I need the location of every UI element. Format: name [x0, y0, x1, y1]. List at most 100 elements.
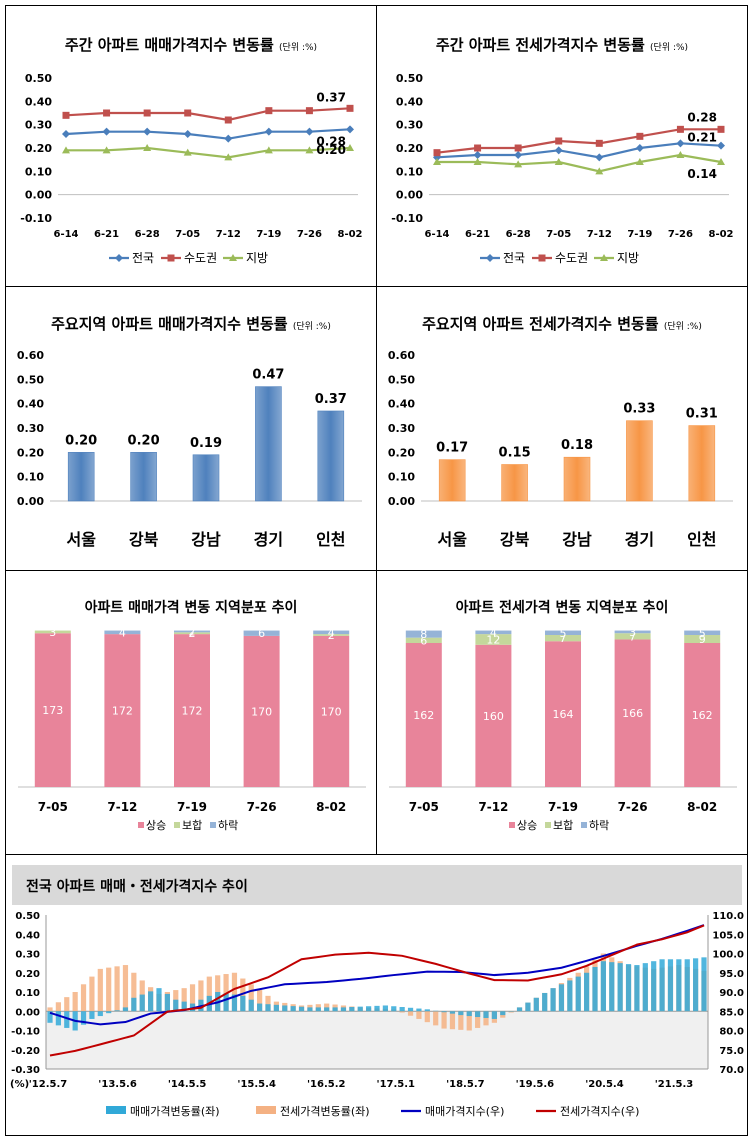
bar — [114, 1010, 120, 1012]
stacked-bar-segment — [174, 630, 210, 633]
bar — [407, 1007, 414, 1012]
bar — [332, 1007, 338, 1012]
y-tick-label: -0.10 — [391, 212, 423, 225]
legend-swatch — [106, 1106, 126, 1114]
bar — [139, 994, 145, 1012]
regional-jeonse-chart: 0.00 0.10 0.20 0.30 0.40 0.50 0.60 0.17 서울 0.15 강북… — [388, 349, 733, 549]
weekly-sale-chart: -0.10 0.00 0.10 0.20 0.30 0.40 0.50 6-14 6-21 6-2… — [20, 72, 362, 265]
legend-label: 지방 — [246, 251, 268, 265]
stacked-bar-segment — [313, 634, 350, 636]
y-tick-label-left: 0.30 — [15, 950, 40, 961]
bar — [315, 1007, 321, 1012]
x-tick-label: '16.5.2 — [307, 1079, 346, 1090]
bar — [231, 972, 238, 1012]
bar — [80, 984, 87, 1012]
stacked-bar-segment — [614, 639, 651, 787]
bar — [416, 1011, 422, 1019]
bar — [89, 976, 95, 1012]
stacked-bar-segment — [684, 643, 721, 787]
data-label: 0.14 — [687, 167, 717, 181]
data-point — [346, 125, 354, 134]
data-point — [514, 151, 523, 159]
dist-jeonse-panel: 아파트 전세가격 변동 지역분포 추이 162 6 8 7-05 160 12 4 7-12 1… — [376, 570, 748, 855]
bar — [64, 997, 70, 1012]
data-label: 7 — [629, 630, 636, 643]
y-tick-label: -0.10 — [20, 212, 52, 225]
bar — [122, 1007, 129, 1012]
y-tick-label: 0.00 — [17, 495, 44, 508]
legend-swatch — [581, 822, 587, 828]
x-tick-label: 8-02 — [708, 229, 733, 240]
x-tick-label: 7-19 — [256, 229, 281, 240]
y-tick-label-left: 0.50 — [15, 911, 40, 922]
x-tick-label: 8-02 — [316, 800, 346, 814]
trend-panel: 전국 아파트 매매・전세가격지수 추이 -0.30 -0.20 -0.10 0.00 0… — [5, 854, 748, 1136]
stacked-bar-segment — [545, 635, 581, 642]
legend-label: 전세가격지수(우) — [560, 1105, 639, 1118]
stacked-bar-segment — [174, 632, 210, 635]
data-point — [676, 139, 685, 148]
bar — [130, 452, 157, 502]
data-point — [538, 254, 546, 262]
x-tick-label: 6-28 — [135, 229, 160, 240]
data-point — [184, 109, 192, 117]
bar — [441, 1011, 447, 1013]
data-point — [62, 130, 70, 138]
stacked-bar-segment — [34, 633, 71, 787]
series-line — [49, 924, 705, 1026]
bar — [508, 1011, 514, 1013]
data-point — [183, 148, 192, 156]
bar — [399, 1011, 405, 1013]
bar — [181, 1001, 187, 1012]
data-point — [143, 109, 151, 117]
bar — [609, 962, 615, 1012]
x-tick-label: '14.5.5 — [168, 1079, 207, 1090]
x-tick-label: 7-26 — [297, 229, 322, 240]
legend-label: 하락 — [218, 818, 238, 832]
bar — [701, 957, 707, 1012]
data-point — [555, 137, 563, 145]
stacked-bar-segment — [405, 630, 442, 638]
bar — [255, 386, 282, 502]
bar — [533, 997, 539, 1012]
x-tick-label: 강북 — [129, 530, 159, 549]
data-point — [224, 153, 233, 161]
data-point — [143, 127, 152, 136]
bar — [307, 1007, 313, 1012]
data-label: 2 — [328, 629, 335, 642]
y-tick-label-left: -0.10 — [11, 1027, 40, 1038]
data-point — [433, 149, 441, 157]
data-point — [514, 160, 523, 168]
dist-jeonse-chart: 162687-051601247-12164757-19166737-26162… — [389, 626, 737, 832]
x-tick-label: 경기 — [254, 530, 283, 549]
stacked-bar-segment — [475, 644, 512, 787]
bar — [449, 1011, 456, 1014]
bar — [298, 1006, 305, 1012]
x-tick-label: 7-05 — [175, 229, 200, 240]
bar — [164, 993, 170, 1012]
bar — [525, 1002, 531, 1012]
y-tick-label-right: 85.0 — [719, 1007, 744, 1018]
bar — [80, 1011, 87, 1025]
data-label: 0.18 — [561, 438, 593, 453]
data-label: 0.19 — [190, 436, 222, 451]
bar — [67, 452, 95, 502]
data-label: 173 — [42, 704, 63, 717]
stacked-bar-segment — [614, 633, 651, 640]
x-tick-label: '13.5.6 — [98, 1079, 137, 1090]
bar — [349, 1007, 355, 1012]
stacked-bar-segment — [313, 630, 350, 635]
legend-label: 보합 — [182, 819, 202, 832]
trend-chart: -0.30 -0.20 -0.10 0.00 0.10 0.20 0.30 0.40 0.50 7… — [10, 911, 744, 1118]
bar — [106, 967, 112, 1012]
bar — [265, 1004, 271, 1012]
data-point — [167, 254, 175, 262]
x-tick-label: 7-05 — [409, 800, 439, 814]
x-tick-label: 강북 — [500, 530, 530, 549]
x-tick-label: 서울 — [437, 530, 467, 549]
weekly-sale-panel: 주간 아파트 매매가격지수 변동률 (단위 :%) -0.10 0.00 0.10 0… — [5, 5, 377, 287]
x-tick-label: 7-05 — [38, 800, 68, 814]
regional-jeonse-panel: 주요지역 아파트 전세가격지수 변동률 (단위 :%) 0.00 0.10 0.20… — [376, 286, 748, 571]
stacked-bar-segment — [475, 630, 512, 635]
x-tick-label: 강남 — [191, 530, 221, 549]
